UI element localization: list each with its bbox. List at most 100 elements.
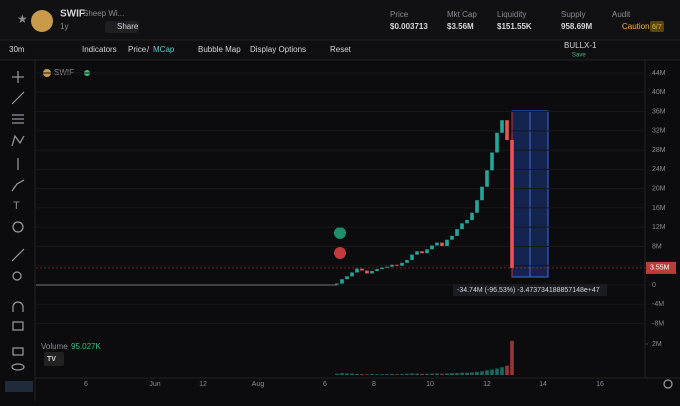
reset[interactable]: Reset — [330, 45, 352, 54]
x-tick-label: 6 — [323, 381, 327, 388]
volume-bar — [435, 373, 439, 375]
audit-score: 6/7 — [652, 24, 662, 31]
stat-label: Price — [390, 10, 409, 19]
volume-bar — [475, 371, 479, 375]
age: 1y — [60, 22, 68, 31]
volume-bar — [375, 374, 379, 375]
stat-label: Mkt Cap — [447, 10, 477, 19]
candle — [475, 200, 479, 213]
volume-bar — [405, 373, 409, 375]
y-tick-label: 20M — [652, 185, 666, 192]
candle — [485, 170, 489, 187]
stat-value: $151.55K — [497, 22, 532, 31]
volume-bar — [400, 374, 404, 375]
volume-bar — [500, 367, 504, 375]
left-tools: T — [5, 71, 33, 392]
x-tick-label: 12 — [483, 381, 491, 388]
toolbar-bg — [0, 40, 680, 60]
volume-value: 95.027K — [71, 342, 101, 351]
candle — [405, 259, 409, 263]
x-tick-label: 14 — [539, 381, 547, 388]
y-tick-label: 40M — [652, 89, 666, 96]
volume-bar — [410, 373, 414, 375]
y-tick-label: 32M — [652, 128, 666, 135]
stat-label: Liquidity — [497, 10, 526, 19]
settings[interactable] — [663, 379, 673, 389]
measure-label: -34.74M (-96.53%) -3.473734188857148e+47 — [457, 287, 600, 294]
volume-bar — [335, 373, 339, 375]
volume-bar — [385, 374, 389, 375]
display-options[interactable]: Display Options — [250, 45, 306, 54]
volume-bar — [415, 373, 419, 375]
volume-bar — [495, 368, 499, 375]
audit-score-bg — [650, 21, 664, 32]
y-tick-label: -8M — [652, 320, 664, 327]
volume-bar — [455, 372, 459, 375]
volume-bar — [510, 340, 514, 375]
y-tick-label: 24M — [652, 166, 666, 173]
candle — [335, 283, 339, 285]
volume-bar — [390, 373, 394, 375]
layout-name[interactable]: BULLX-1 — [564, 41, 597, 50]
candle — [395, 264, 399, 266]
volume-bar — [340, 373, 344, 375]
volume-bar — [485, 370, 489, 375]
save[interactable]: Save — [572, 53, 586, 59]
indicators[interactable]: Indicators — [82, 45, 117, 54]
candle — [450, 235, 454, 240]
candle — [400, 262, 404, 266]
star[interactable]: ★ — [17, 12, 28, 26]
candle — [490, 152, 494, 171]
candle — [370, 271, 374, 274]
stat-value: 958.69M — [561, 22, 592, 31]
volume-bar — [480, 371, 484, 375]
mcap-toggle[interactable]: MCap — [153, 45, 175, 54]
y-tick-label: -4M — [652, 301, 664, 308]
stat-value: $0.003713 — [390, 22, 428, 31]
audit-status[interactable]: Caution — [622, 22, 650, 31]
y-tick-label: 8M — [652, 243, 662, 250]
volume-bar — [395, 374, 399, 375]
y-tick-label: 36M — [652, 108, 666, 115]
volume-bar — [380, 374, 384, 375]
bubble-map[interactable]: Bubble Map — [198, 45, 241, 54]
candle — [465, 219, 469, 224]
candle — [355, 268, 359, 273]
token: SWIF — [60, 9, 85, 20]
y-tick-label: 16M — [652, 205, 666, 212]
x-tick-label: 8 — [372, 381, 376, 388]
share-button[interactable] — [105, 21, 139, 33]
volume-bar — [355, 373, 359, 375]
price-toggle[interactable]: Price — [128, 45, 147, 54]
candle — [480, 186, 484, 201]
buy-marker[interactable] — [334, 227, 346, 239]
audit-label: Audit — [612, 10, 631, 19]
y-tick-label: 44M — [652, 70, 666, 77]
volume-bar — [470, 372, 474, 375]
volume-bar — [420, 373, 424, 375]
candle — [470, 212, 474, 220]
candle — [420, 251, 424, 254]
candle — [375, 269, 379, 272]
volume-bar — [345, 373, 349, 375]
header-bg — [0, 0, 680, 40]
measure-label-bg — [453, 284, 607, 296]
svg-text:T: T — [13, 200, 20, 212]
separator: / — [147, 45, 150, 54]
stat-label: Supply — [561, 10, 585, 19]
volume-bar — [450, 373, 454, 375]
share[interactable]: Share — [117, 22, 139, 31]
current-price-tag — [646, 261, 676, 274]
tv-logo-text: TV — [47, 356, 56, 363]
candle — [350, 272, 354, 277]
volume-bar — [445, 373, 449, 375]
candle — [415, 251, 419, 255]
candle — [495, 132, 499, 153]
sell-marker[interactable] — [334, 247, 346, 259]
x-tick-label: 10 — [426, 381, 434, 388]
interval[interactable]: 30m — [9, 45, 25, 54]
current-price-label: 3.55M — [650, 265, 670, 272]
x-tick-label: 12 — [199, 381, 207, 388]
candle — [500, 120, 504, 133]
